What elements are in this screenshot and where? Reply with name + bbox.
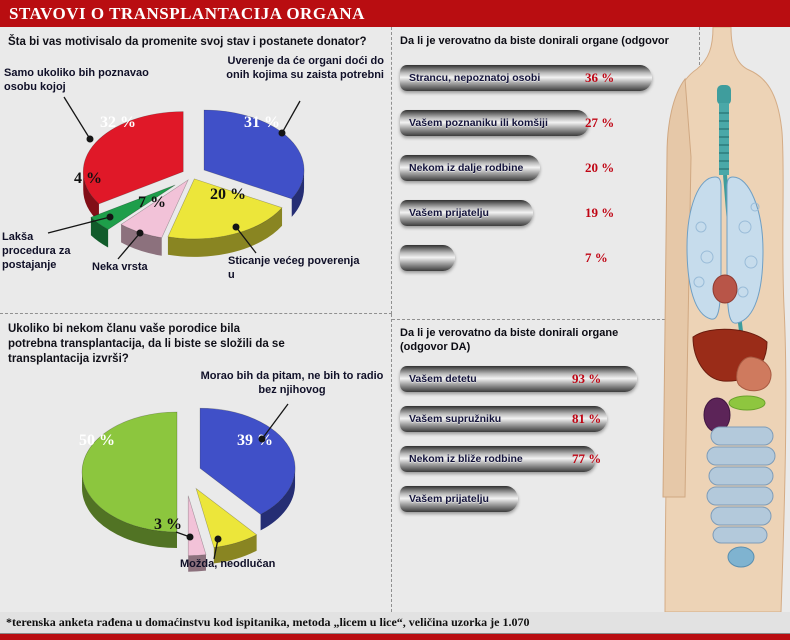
footnote: *terenska anketa rađena u domaćinstvu ko… (6, 615, 530, 629)
bar-chart-2-heading: Da li je verovatno da biste donirali org… (400, 327, 619, 354)
bar-chart-2: Vašem detetu 93 % Vašem supružniku 81 % Neko… (400, 366, 638, 526)
bar-value: 36 % (585, 70, 615, 85)
svg-text:32 %: 32 % (100, 114, 136, 131)
intestines (706, 426, 776, 544)
svg-text:39 %: 39 % (237, 432, 273, 449)
pie2-label-yellow: Možda, neodlučan (180, 558, 276, 570)
svg-text:20 %: 20 % (210, 186, 246, 203)
bar-label: Nekom iz dalje rodbine (409, 162, 524, 174)
bar-value: 19 % (585, 205, 615, 220)
pie1-section: Šta bi vas motivisalo da promenite svoj … (0, 27, 392, 314)
bar-row: Strancu, nepoznatoj osobi 36 % (400, 65, 652, 91)
svg-text:3 %: 3 % (154, 516, 182, 533)
stomach (736, 356, 772, 392)
footer: *terenska anketa rađena u domaćinstvu ko… (0, 612, 790, 640)
body-silhouette (662, 27, 787, 612)
pie-chart-2: 39 % 3 % 50 % (79, 403, 296, 572)
bar-value: 93 % (572, 371, 602, 386)
page-title: STAVOVI O TRANSPLANTACIJA ORGANA (9, 4, 365, 23)
bar-value: 7 % (585, 250, 608, 265)
bar-row: Vašem poznaniku ili komšiji 27 % (400, 110, 652, 136)
bar: Vašem poznaniku ili komšiji (400, 110, 589, 136)
anatomy-figure (662, 27, 787, 612)
bar-chart-1: Strancu, nepoznatoj osobi 36 % Vašem pozna… (400, 65, 652, 290)
trachea-icon (717, 85, 731, 175)
svg-text:7 %: 7 % (138, 194, 166, 211)
pie1-label-pink: Neka vrsta (92, 261, 148, 273)
bar-label: Vašem detetu (409, 373, 477, 385)
pie1-label-blue: Uverenje da će organi doći do onih kojim… (226, 55, 384, 81)
bar-label: Nekom iz bliže rodbine (409, 453, 523, 465)
bar-row: 7 % (400, 245, 652, 271)
bladder (727, 546, 755, 568)
bar: Vašem prijatelju (400, 200, 533, 226)
bar: Nekom iz dalje rodbine (400, 155, 540, 181)
bar-label: Vašem supružniku (409, 413, 502, 425)
svg-text:31 %: 31 % (244, 114, 280, 131)
bar-value: 20 % (585, 160, 615, 175)
bar-label: Strancu, nepoznatoj osobi (409, 72, 541, 84)
bar-row: Vašem supružniku 81 % (400, 406, 637, 432)
pie1-label-yellow: Sticanje većeg poverenja u (228, 255, 360, 281)
pie1-label-red: Samo ukoliko bih poznavao osobu kojoj (4, 67, 149, 93)
heart (712, 274, 738, 304)
bar-label: Vašem poznaniku ili komšiji (409, 117, 548, 129)
bar-label: Vašem prijatelju (409, 207, 489, 219)
bar-chart-1-heading: Da li je verovatno da biste donirali org… (400, 35, 669, 47)
footer-strip (0, 633, 790, 640)
bar-row: Vašem detetu 93 % (400, 366, 638, 392)
bar: Nekom iz bliže rodbine (400, 446, 597, 472)
pie2-label-blue: Morao bih da pitam, ne bih to radio bez … (200, 370, 384, 396)
svg-text:4 %: 4 % (74, 170, 102, 187)
bar-row: Vašem prijatelju 19 % (400, 200, 652, 226)
bar-label: Vašem prijatelju (409, 493, 489, 505)
pie2-section: Ukoliko bi nekom članu vaše porodice bil… (0, 314, 392, 612)
bar-value: 81 % (572, 411, 602, 426)
pancreas (728, 395, 766, 411)
pie2-question: Ukoliko bi nekom članu vaše porodice bil… (8, 323, 285, 365)
arm (662, 77, 692, 498)
bar-row: Vašem prijatelju (400, 486, 637, 512)
pie1-question: Šta bi vas motivisalo da promenite svoj … (8, 36, 367, 48)
bar: Strancu, nepoznatoj osobi (400, 65, 652, 91)
bar: Vašem prijatelju (400, 486, 518, 512)
bar: Vašem detetu (400, 366, 638, 392)
bar-row: Nekom iz bliže rodbine 77 % (400, 446, 637, 472)
bar (400, 245, 455, 271)
bar-value: 27 % (585, 115, 615, 130)
bar-chart-1-section: Da li je verovatno da biste donirali org… (392, 27, 700, 320)
pie1-label-green: Lakša procedura za postajanje (2, 231, 71, 271)
svg-text:50 %: 50 % (79, 432, 115, 449)
pie-chart-1: 31 % 20 % 7 % 4 % 32 % (47, 96, 305, 260)
bar: Vašem supružniku (400, 406, 607, 432)
bar-value: 77 % (572, 451, 602, 466)
bar-row: Nekom iz dalje rodbine 20 % (400, 155, 652, 181)
title-bar: STAVOVI O TRANSPLANTACIJA ORGANA (0, 0, 790, 27)
bar-chart-2-section: Da li je verovatno da biste donirali org… (392, 320, 700, 612)
